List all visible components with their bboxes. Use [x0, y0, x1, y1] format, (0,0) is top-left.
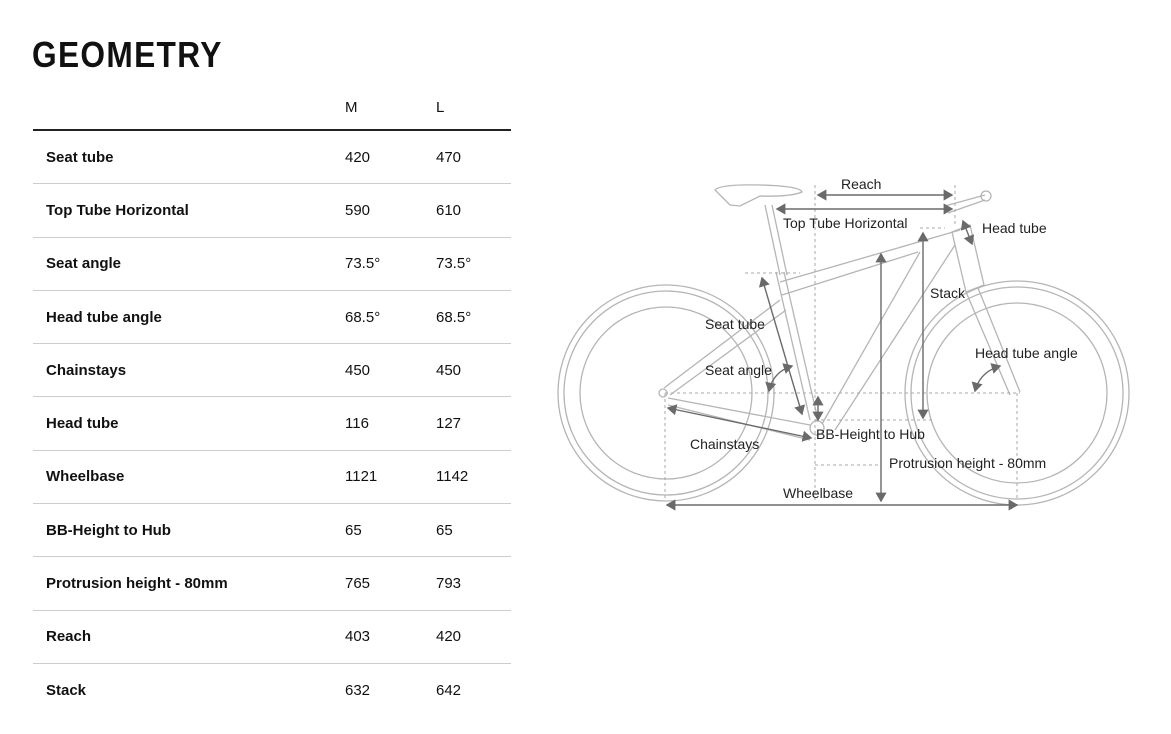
row-label: Chainstays — [33, 343, 345, 398]
row-label: Wheelbase — [33, 450, 345, 505]
header-label — [33, 86, 345, 131]
table-row: Chainstays 450 450 — [33, 343, 511, 398]
table-row: Seat angle 73.5° 73.5° — [33, 237, 511, 291]
header-size-m: M — [345, 86, 436, 131]
row-label: Seat tube — [33, 130, 345, 185]
value-l: 127 — [436, 396, 511, 451]
value-m: 68.5° — [345, 290, 436, 345]
label-chainstays: Chainstays — [690, 436, 759, 452]
saddle — [714, 184, 803, 207]
table-row: Wheelbase 1121 1142 — [33, 450, 511, 505]
seatpost — [764, 204, 788, 276]
row-label: Head tube angle — [33, 290, 345, 345]
value-m: 590 — [345, 183, 436, 238]
label-bb-height: BB-Height to Hub — [816, 426, 925, 442]
row-label: Top Tube Horizontal — [33, 183, 345, 238]
value-l: 1142 — [436, 450, 511, 505]
value-m: 116 — [345, 396, 436, 451]
row-label: Seat angle — [33, 237, 345, 291]
table-row: Head tube angle 68.5° 68.5° — [33, 290, 511, 345]
page-title: GEOMETRY — [32, 34, 223, 75]
table-row: Stack 632 642 — [33, 663, 511, 716]
label-head-tube-angle: Head tube angle — [975, 345, 1078, 361]
seat-tube-arrow — [758, 276, 806, 416]
value-l: 65 — [436, 503, 511, 558]
label-protrusion: Protrusion height - 80mm — [889, 455, 1046, 471]
head-tube-arrow — [960, 219, 975, 246]
value-m: 65 — [345, 503, 436, 558]
label-seat-angle: Seat angle — [705, 362, 772, 378]
value-l: 793 — [436, 556, 511, 611]
value-m: 73.5° — [345, 237, 436, 291]
row-label: BB-Height to Hub — [33, 503, 345, 558]
value-m: 450 — [345, 343, 436, 398]
label-seat-tube: Seat tube — [705, 316, 765, 332]
table-row: BB-Height to Hub 65 65 — [33, 503, 511, 558]
value-m: 632 — [345, 681, 371, 699]
header-size-l: L — [436, 86, 511, 131]
value-m: 765 — [345, 556, 436, 611]
head-angle-arrow — [971, 363, 1002, 393]
value-l: 73.5° — [436, 237, 511, 291]
table-row: Protrusion height - 80mm 765 793 — [33, 556, 511, 611]
row-label: Protrusion height - 80mm — [33, 556, 345, 611]
label-stack: Stack — [930, 285, 966, 301]
chainstay-arrow — [666, 404, 813, 442]
row-label: Stack — [46, 681, 87, 699]
table-row: Seat tube 420 470 — [33, 130, 511, 185]
value-l: 610 — [436, 183, 511, 238]
diagram-labels: Reach Top Tube Horizontal Head tube Stac… — [690, 176, 1078, 501]
row-label: Head tube — [33, 396, 345, 451]
down-tube — [821, 244, 956, 431]
handlebar — [980, 190, 992, 202]
value-l: 450 — [436, 343, 511, 398]
dimension-arrows — [665, 189, 1019, 511]
value-l: 642 — [436, 681, 462, 699]
value-m: 1121 — [345, 450, 436, 505]
value-l: 470 — [436, 130, 511, 185]
label-head-tube: Head tube — [982, 220, 1047, 236]
value-l: 68.5° — [436, 290, 511, 345]
label-top-tube: Top Tube Horizontal — [783, 215, 908, 231]
table-row: Top Tube Horizontal 590 610 — [33, 183, 511, 238]
value-m: 403 — [345, 610, 436, 664]
table-header-row: M L — [33, 86, 511, 131]
geometry-table: M L Seat tube 420 470 Top Tube Horizontal 59… — [33, 86, 511, 716]
label-reach: Reach — [841, 176, 881, 192]
table-row: Reach 403 420 — [33, 610, 511, 664]
value-l: 420 — [436, 610, 511, 664]
seat-angle-arrow — [765, 363, 794, 393]
table-row: Head tube 116 127 — [33, 396, 511, 451]
value-m: 420 — [345, 130, 436, 185]
fork — [965, 287, 1021, 396]
guide-lines — [664, 185, 1020, 500]
label-wheelbase: Wheelbase — [783, 485, 853, 501]
stem — [944, 194, 986, 214]
row-label: Reach — [33, 610, 345, 664]
